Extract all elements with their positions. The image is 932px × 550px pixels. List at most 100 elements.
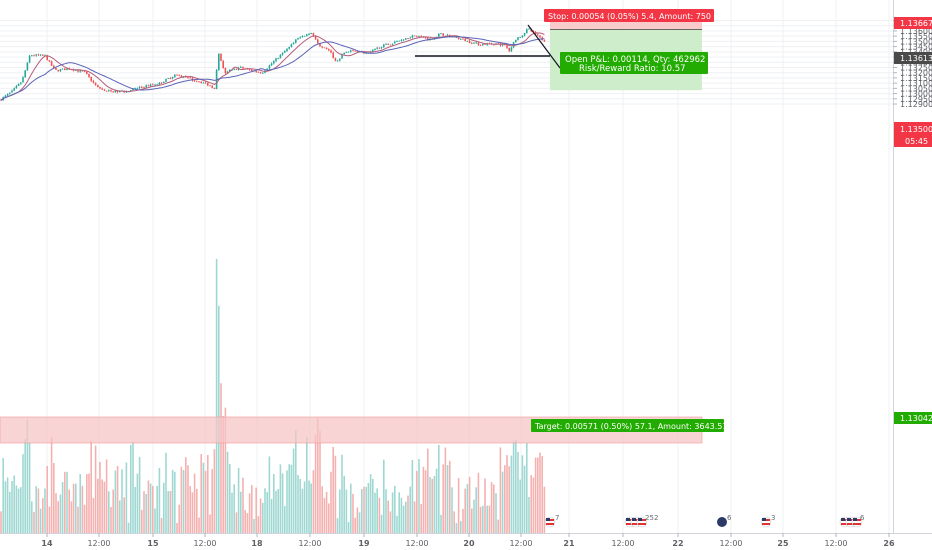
volume-bar — [35, 486, 37, 533]
volume-bar — [110, 507, 112, 533]
candle-body — [281, 52, 284, 55]
volume-bar — [372, 478, 374, 533]
volume-bar — [48, 506, 51, 533]
candle-body — [242, 66, 244, 69]
volume-bar — [468, 476, 471, 533]
volume-bar — [396, 515, 398, 533]
volume-bar — [202, 462, 205, 533]
time-axis[interactable]: 14 12:00 15 12:00 18 12:00 19 12:00 20 12:00 21 12:… — [41, 533, 895, 548]
volume-bar — [248, 493, 251, 533]
volume-bar — [292, 448, 295, 533]
candle-body — [147, 85, 150, 87]
volume-bar — [526, 443, 528, 533]
economic-event-marker[interactable]: 6 — [717, 514, 732, 527]
candle-body — [187, 77, 189, 79]
price-tick-label: 1.13550 — [900, 32, 932, 41]
flag-stripe — [638, 523, 646, 525]
volume-bar — [57, 501, 59, 533]
candle-body — [466, 40, 469, 42]
volume-bar — [424, 470, 427, 533]
volume-bar — [541, 456, 543, 533]
candle-body — [160, 82, 163, 84]
economic-events[interactable]: 7 25 2 6 3 6 — [544, 514, 865, 528]
candle-body — [330, 50, 332, 53]
volume-bar — [471, 508, 473, 533]
candle-body — [132, 88, 134, 91]
event-count: 7 — [555, 514, 559, 522]
economic-event-marker[interactable]: 6 — [839, 514, 865, 528]
volume-bar — [165, 452, 167, 533]
target-label[interactable]: Target: 0.00571 (0.50%) 57.1, Amount: 36… — [531, 419, 727, 432]
moving-average-slow — [0, 36, 545, 101]
candle-body — [479, 45, 482, 46]
candle-body — [528, 28, 530, 30]
volume-bar — [147, 480, 150, 533]
volume-bar — [255, 487, 257, 533]
volume-bar — [330, 471, 332, 533]
candle-body — [435, 36, 438, 38]
candle-body — [306, 34, 308, 36]
candle-body — [352, 50, 354, 52]
volume-bar — [402, 505, 405, 533]
candle-body — [141, 86, 143, 88]
candle-body — [233, 68, 235, 70]
trend-line[interactable] — [527, 24, 561, 69]
volume-bar — [28, 442, 31, 533]
volume-bar — [290, 464, 293, 533]
pnl-label-text: Open P&L: 0.00114, Qty: 462962 — [565, 55, 705, 65]
candle-body — [301, 35, 304, 38]
candle-body — [328, 49, 330, 51]
stop-label[interactable]: Stop: 0.00054 (0.05%) 5.4, Amount: 750 — [544, 9, 714, 22]
volume-bar — [339, 489, 341, 533]
candle-body — [13, 88, 15, 91]
candle-body — [86, 71, 88, 74]
candle-body — [299, 37, 301, 38]
volume-bar — [319, 430, 321, 533]
price-tick-label: 1.13100 — [900, 79, 932, 88]
volume-bar — [121, 469, 123, 533]
economic-event-marker[interactable]: 7 — [544, 514, 559, 528]
volume-bar — [37, 488, 40, 533]
volume-bar — [116, 465, 119, 533]
stop-loss-zone[interactable] — [550, 22, 702, 30]
candle-body — [200, 81, 202, 84]
candle-body — [471, 42, 473, 44]
candle-body — [290, 44, 293, 47]
candle-body — [218, 53, 220, 70]
candle-body — [284, 51, 286, 53]
candle-body — [484, 44, 486, 45]
flag-canton — [626, 518, 630, 521]
candle-body — [138, 86, 141, 89]
candle-body — [394, 41, 396, 44]
volume-bar — [310, 483, 312, 533]
volume-bar — [517, 451, 519, 533]
volume-bar — [55, 493, 57, 533]
volume-bar — [163, 482, 165, 533]
volume-bar — [400, 497, 403, 533]
candle-body — [407, 38, 409, 40]
volume-bar — [345, 489, 348, 533]
economic-event-marker[interactable]: 25 2 — [624, 514, 658, 528]
candle-body — [37, 54, 40, 56]
candle-body — [455, 37, 458, 39]
price-tick-label: 1.13000 — [900, 90, 932, 99]
candle-body — [77, 70, 79, 72]
volume-bar — [81, 485, 84, 533]
volume-bar — [314, 434, 317, 533]
time-tick-label: 12:00 — [193, 539, 216, 548]
volume-bar — [482, 505, 484, 533]
volume-bar — [383, 459, 385, 533]
volume-bar — [519, 479, 521, 533]
candle-body — [312, 32, 315, 37]
candle-body — [385, 44, 387, 45]
candle-body — [347, 51, 350, 53]
economic-event-marker[interactable]: 3 — [760, 514, 775, 528]
volume-bar — [154, 508, 156, 533]
candle-body — [75, 70, 77, 71]
candle-body — [48, 60, 51, 62]
volume-bar — [132, 442, 134, 533]
volume-bar — [68, 489, 70, 533]
pnl-label[interactable]: Open P&L: 0.00114, Qty: 462962 Risk/Rewa… — [560, 52, 708, 74]
volume-bar — [253, 518, 255, 533]
